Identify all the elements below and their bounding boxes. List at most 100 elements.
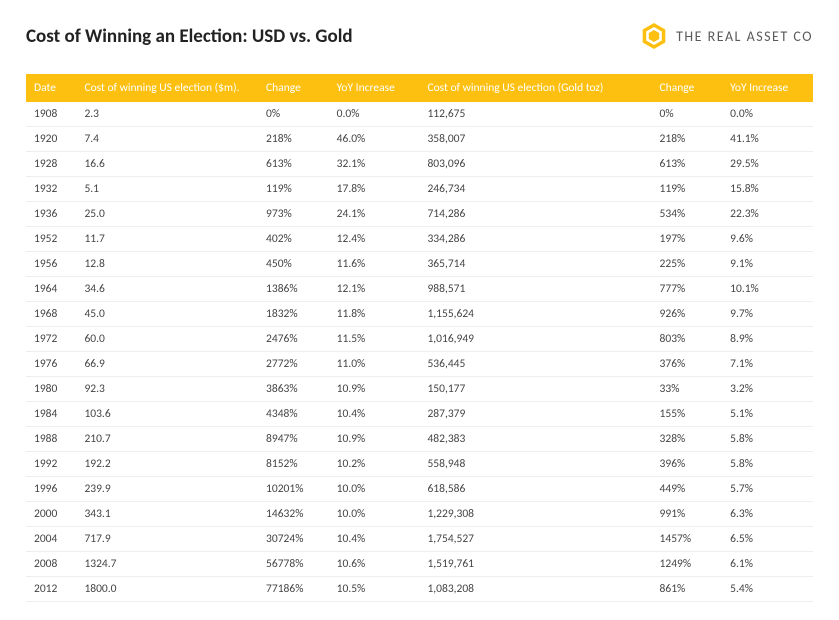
table-cell: 1952	[26, 227, 76, 252]
table-row: 1988210.78947%10.9%482,383328%5.8%	[26, 427, 813, 452]
table-row: 2004717.930724%10.4%1,754,5271457%6.5%	[26, 527, 813, 552]
table-cell: 11.7	[76, 227, 258, 252]
table-cell: 1908	[26, 102, 76, 127]
table-row: 19325.1119%17.8%246,734119%15.8%	[26, 177, 813, 202]
table-cell: 9.1%	[722, 252, 813, 277]
table-cell: 536,445	[419, 352, 651, 377]
table-cell: 5.4%	[722, 577, 813, 602]
table-cell: 482,383	[419, 427, 651, 452]
table-cell: 343.1	[76, 502, 258, 527]
table-row: 19082.30%0.0%112,6750%0.0%	[26, 102, 813, 127]
table-cell: 1,016,949	[419, 327, 651, 352]
table-cell: 1972	[26, 327, 76, 352]
col-change-usd: Change	[258, 74, 329, 102]
table-cell: 12.8	[76, 252, 258, 277]
table-cell: 5.1	[76, 177, 258, 202]
table-cell: 210.7	[76, 427, 258, 452]
table-cell: 358,007	[419, 127, 651, 152]
table-cell: 15.8%	[722, 177, 813, 202]
table-cell: 17.8%	[329, 177, 420, 202]
table-cell: 396%	[652, 452, 723, 477]
table-cell: 5.7%	[722, 477, 813, 502]
table-cell: 613%	[652, 152, 723, 177]
table-cell: 8947%	[258, 427, 329, 452]
table-cell: 973%	[258, 202, 329, 227]
table-cell: 8.9%	[722, 327, 813, 352]
table-cell: 34.6	[76, 277, 258, 302]
logo-text: THE REAL ASSET CO	[676, 28, 813, 45]
table-row: 20081324.756778%10.6%1,519,7611249%6.1%	[26, 552, 813, 577]
table-cell: 0%	[258, 102, 329, 127]
table-cell: 155%	[652, 402, 723, 427]
table-cell: 10.4%	[329, 402, 420, 427]
table-row: 196434.61386%12.1%988,571777%10.1%	[26, 277, 813, 302]
table-cell: 1992	[26, 452, 76, 477]
table-cell: 287,379	[419, 402, 651, 427]
table-cell: 4348%	[258, 402, 329, 427]
table-cell: 32.1%	[329, 152, 420, 177]
table-cell: 450%	[258, 252, 329, 277]
table-cell: 861%	[652, 577, 723, 602]
table-cell: 2008	[26, 552, 76, 577]
page-title: Cost of Winning an Election: USD vs. Gol…	[26, 25, 353, 48]
table-cell: 9.7%	[722, 302, 813, 327]
table-cell: 1964	[26, 277, 76, 302]
logo: THE REAL ASSET CO	[640, 22, 813, 50]
table-cell: 7.4	[76, 127, 258, 152]
table-cell: 10.2%	[329, 452, 420, 477]
table-cell: 10.1%	[722, 277, 813, 302]
table-cell: 2012	[26, 577, 76, 602]
table-cell: 6.3%	[722, 502, 813, 527]
table-cell: 0.0%	[329, 102, 420, 127]
table-cell: 376%	[652, 352, 723, 377]
table-cell: 103.6	[76, 402, 258, 427]
table-cell: 197%	[652, 227, 723, 252]
table-cell: 1996	[26, 477, 76, 502]
table-cell: 2.3	[76, 102, 258, 127]
table-cell: 1457%	[652, 527, 723, 552]
table-cell: 1968	[26, 302, 76, 327]
table-cell: 11.6%	[329, 252, 420, 277]
table-cell: 1,754,527	[419, 527, 651, 552]
table-row: 196845.01832%11.8%1,155,624926%9.7%	[26, 302, 813, 327]
table-cell: 192.2	[76, 452, 258, 477]
table-cell: 10.9%	[329, 377, 420, 402]
table-cell: 33%	[652, 377, 723, 402]
table-cell: 12.4%	[329, 227, 420, 252]
table-cell: 2004	[26, 527, 76, 552]
table-cell: 1920	[26, 127, 76, 152]
table-cell: 714,286	[419, 202, 651, 227]
table-cell: 5.8%	[722, 427, 813, 452]
table-cell: 112,675	[419, 102, 651, 127]
table-cell: 328%	[652, 427, 723, 452]
table-cell: 2772%	[258, 352, 329, 377]
table-row: 195211.7402%12.4%334,286197%9.6%	[26, 227, 813, 252]
table-cell: 1324.7	[76, 552, 258, 577]
table-cell: 14632%	[258, 502, 329, 527]
table-cell: 45.0	[76, 302, 258, 327]
table-cell: 10.6%	[329, 552, 420, 577]
table-cell: 1956	[26, 252, 76, 277]
table-cell: 1932	[26, 177, 76, 202]
table-cell: 24.1%	[329, 202, 420, 227]
table-cell: 239.9	[76, 477, 258, 502]
table-cell: 534%	[652, 202, 723, 227]
table-cell: 46.0%	[329, 127, 420, 152]
table-cell: 29.5%	[722, 152, 813, 177]
table-row: 192816.6613%32.1%803,096613%29.5%	[26, 152, 813, 177]
table-cell: 2476%	[258, 327, 329, 352]
table-row: 20121800.077186%10.5%1,083,208861%5.4%	[26, 577, 813, 602]
col-gold: Cost of winning US election (Gold toz)	[419, 74, 651, 102]
table-cell: 150,177	[419, 377, 651, 402]
table-cell: 60.0	[76, 327, 258, 352]
table-cell: 1,229,308	[419, 502, 651, 527]
col-yoy-usd: YoY Increase	[329, 74, 420, 102]
table-row: 2000343.114632%10.0%1,229,308991%6.3%	[26, 502, 813, 527]
table-cell: 1,083,208	[419, 577, 651, 602]
col-change-gold: Change	[652, 74, 723, 102]
col-usd: Cost of winning US election ($m).	[76, 74, 258, 102]
table-cell: 1800.0	[76, 577, 258, 602]
table-cell: 6.1%	[722, 552, 813, 577]
table-cell: 1988	[26, 427, 76, 452]
table-cell: 1,155,624	[419, 302, 651, 327]
